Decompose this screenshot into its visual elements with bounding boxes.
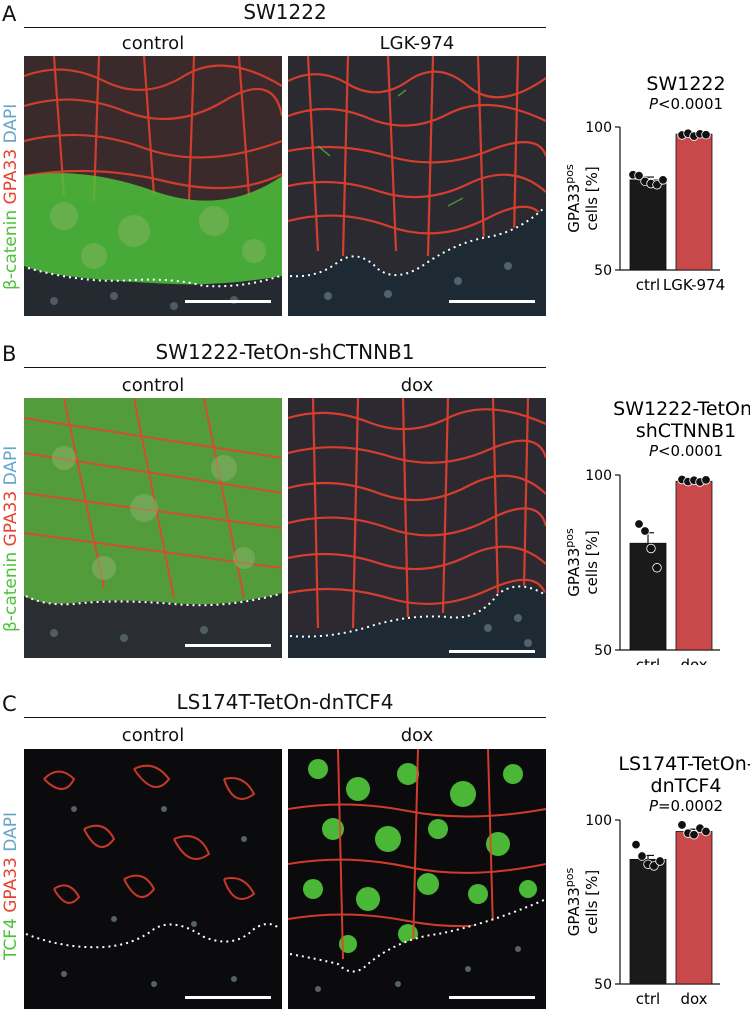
scale-bar bbox=[185, 300, 271, 303]
bar bbox=[629, 542, 667, 651]
scale-bar bbox=[449, 650, 535, 653]
bar bbox=[629, 179, 667, 271]
data-point bbox=[701, 475, 711, 485]
bar bbox=[675, 480, 713, 651]
y-axis-label: GPA33pos bbox=[563, 528, 584, 597]
chart-title: SW1222 bbox=[646, 73, 725, 95]
x-tick-label: ctrl bbox=[636, 276, 660, 294]
chart-title: shCTNNB1 bbox=[636, 420, 736, 442]
chart-title: dnTCF4 bbox=[651, 775, 722, 797]
data-point bbox=[655, 856, 665, 866]
x-tick-label: ctrl bbox=[636, 990, 660, 1008]
y-tick-label: 50 bbox=[594, 263, 612, 279]
data-point bbox=[640, 526, 650, 536]
panel-b-condition-2: dox bbox=[400, 375, 434, 396]
panel-b-title: SW1222-TetOn-shCTNNB1 bbox=[155, 340, 415, 364]
panel-a-stain-label: β-catenin GPA33 DAPI bbox=[1, 103, 21, 290]
micrograph-b-treated bbox=[288, 398, 546, 658]
y-axis-label: cells [%] bbox=[583, 870, 601, 934]
y-axis-label: GPA33pos bbox=[563, 867, 584, 936]
micrograph-b-control bbox=[24, 398, 282, 658]
scale-bar bbox=[449, 996, 535, 999]
data-point bbox=[649, 861, 659, 871]
data-point bbox=[634, 519, 644, 529]
data-point bbox=[646, 543, 656, 554]
data-point bbox=[637, 851, 647, 861]
panel-a-condition-2: LGK-974 bbox=[379, 33, 455, 54]
panel-a-condition-1: control bbox=[121, 33, 185, 54]
y-tick-label: 100 bbox=[585, 813, 612, 829]
y-tick-label: 100 bbox=[585, 468, 612, 484]
panel-c-title: LS174T-TetOn-dnTCF4 bbox=[176, 690, 394, 714]
data-point bbox=[652, 180, 662, 190]
panel-b-condition-1: control bbox=[121, 375, 185, 396]
p-value: P<0.0001 bbox=[649, 442, 723, 460]
micrograph-a-treated bbox=[288, 56, 546, 316]
panel-c-rule bbox=[24, 717, 546, 718]
panel-c-condition-1: control bbox=[121, 725, 185, 746]
panel-c-condition-2: dox bbox=[400, 725, 434, 746]
bar bbox=[675, 831, 713, 985]
bar bbox=[675, 133, 713, 271]
chart-title: LS174T-TetOn- bbox=[618, 753, 750, 775]
scale-bar bbox=[185, 996, 271, 999]
y-tick-label: 50 bbox=[594, 643, 612, 659]
y-tick-label: 50 bbox=[594, 977, 612, 993]
panel-b-stain-label: β-catenin GPA33 DAPI bbox=[1, 445, 21, 632]
panel-letter-a: A bbox=[2, 2, 17, 26]
panel-c-stain-label: TCF4 GPA33 DAPI bbox=[1, 812, 21, 960]
data-point bbox=[701, 826, 711, 837]
panel-letter-b: B bbox=[2, 342, 17, 366]
y-tick-label: 100 bbox=[585, 120, 612, 136]
micrograph-c-treated bbox=[288, 749, 546, 1009]
x-tick-label: LGK-974 bbox=[663, 276, 725, 294]
panel-a-title: SW1222 bbox=[243, 0, 327, 24]
data-point bbox=[689, 830, 699, 840]
chart-title: SW1222-TetOn- bbox=[613, 398, 750, 420]
data-point bbox=[677, 820, 687, 830]
data-point bbox=[634, 170, 644, 181]
x-tick-label: dox bbox=[680, 990, 707, 1008]
data-point bbox=[652, 563, 662, 573]
bar bbox=[629, 858, 667, 985]
panel-letter-c: C bbox=[2, 692, 17, 716]
p-value: P=0.0002 bbox=[649, 797, 723, 815]
scale-bar bbox=[185, 644, 271, 647]
y-axis-label: cells [%] bbox=[583, 530, 601, 594]
micrograph-c-control bbox=[24, 749, 282, 1009]
y-axis-label: cells [%] bbox=[583, 166, 601, 230]
x-tick-label: ctrl bbox=[636, 656, 660, 665]
y-axis-label: GPA33pos bbox=[563, 164, 584, 233]
scale-bar bbox=[449, 300, 535, 303]
data-point bbox=[658, 175, 668, 185]
data-point bbox=[631, 839, 641, 850]
micrograph-a-control bbox=[24, 56, 282, 316]
x-tick-label: dox bbox=[680, 656, 707, 665]
panel-b-rule bbox=[24, 367, 546, 368]
data-point bbox=[701, 130, 711, 140]
panel-a-rule bbox=[24, 27, 546, 28]
p-value: P<0.0001 bbox=[649, 95, 723, 113]
